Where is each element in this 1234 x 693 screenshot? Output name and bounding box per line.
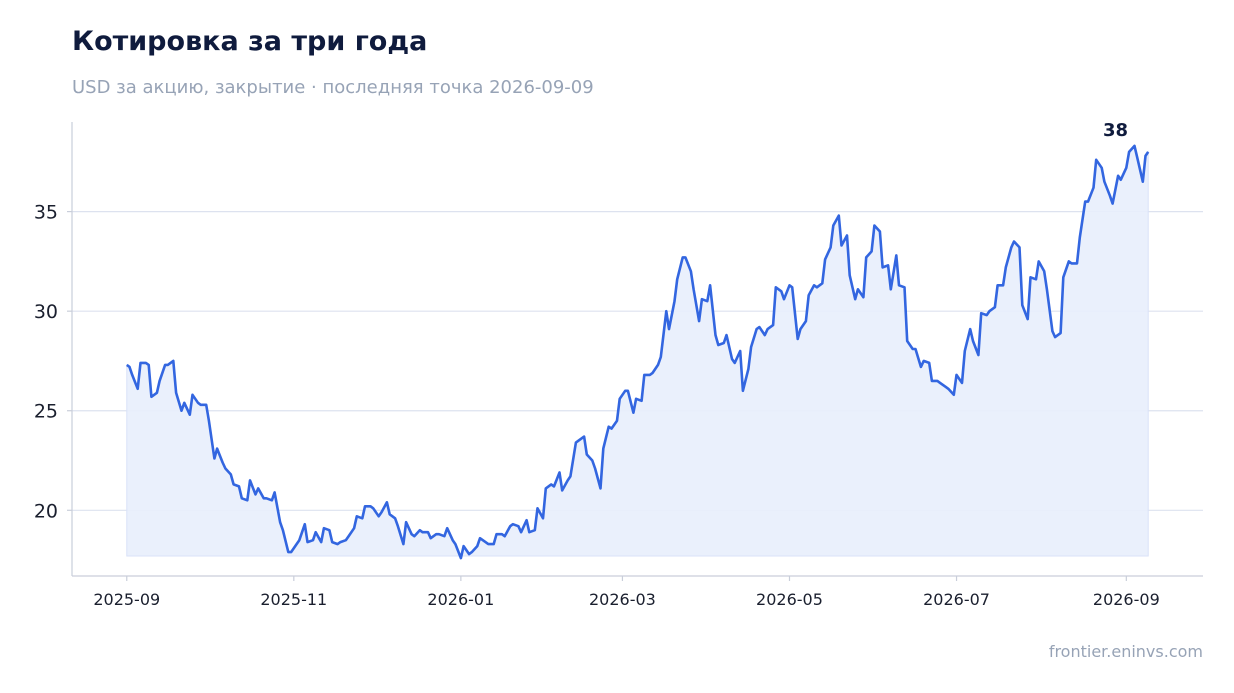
x-tick-label: 2026-09	[1093, 590, 1160, 609]
chart-subtitle: USD за акцию, закрытие · последняя точка…	[72, 77, 594, 98]
price-line	[126, 144, 1150, 560]
source-credit: frontier.eninvs.com	[1048, 642, 1203, 661]
chart-title: Котировка за три года	[72, 26, 428, 57]
axes	[71, 122, 1203, 577]
x-tick-label: 2026-05	[756, 590, 823, 609]
price-area-fill	[126, 144, 1149, 560]
x-tick-label: 2026-03	[589, 590, 656, 609]
y-axis-ticks: 20 25 30 35	[34, 202, 72, 522]
y-tick-label: 25	[34, 401, 58, 423]
y-tick-label: 20	[34, 500, 58, 522]
x-tick-label: 2026-07	[923, 590, 990, 609]
last-value-label: 38	[1103, 120, 1128, 141]
x-tick-label: 2026-01	[427, 590, 494, 609]
x-tick-label: 2025-09	[93, 590, 160, 609]
x-axis-ticks: 2025-09 2025-11 2026-01 2026-03 2026-05 2026-…	[93, 576, 1160, 609]
x-tick-label: 2025-11	[260, 590, 327, 609]
y-tick-label: 30	[34, 301, 58, 323]
y-tick-label: 35	[34, 202, 58, 224]
